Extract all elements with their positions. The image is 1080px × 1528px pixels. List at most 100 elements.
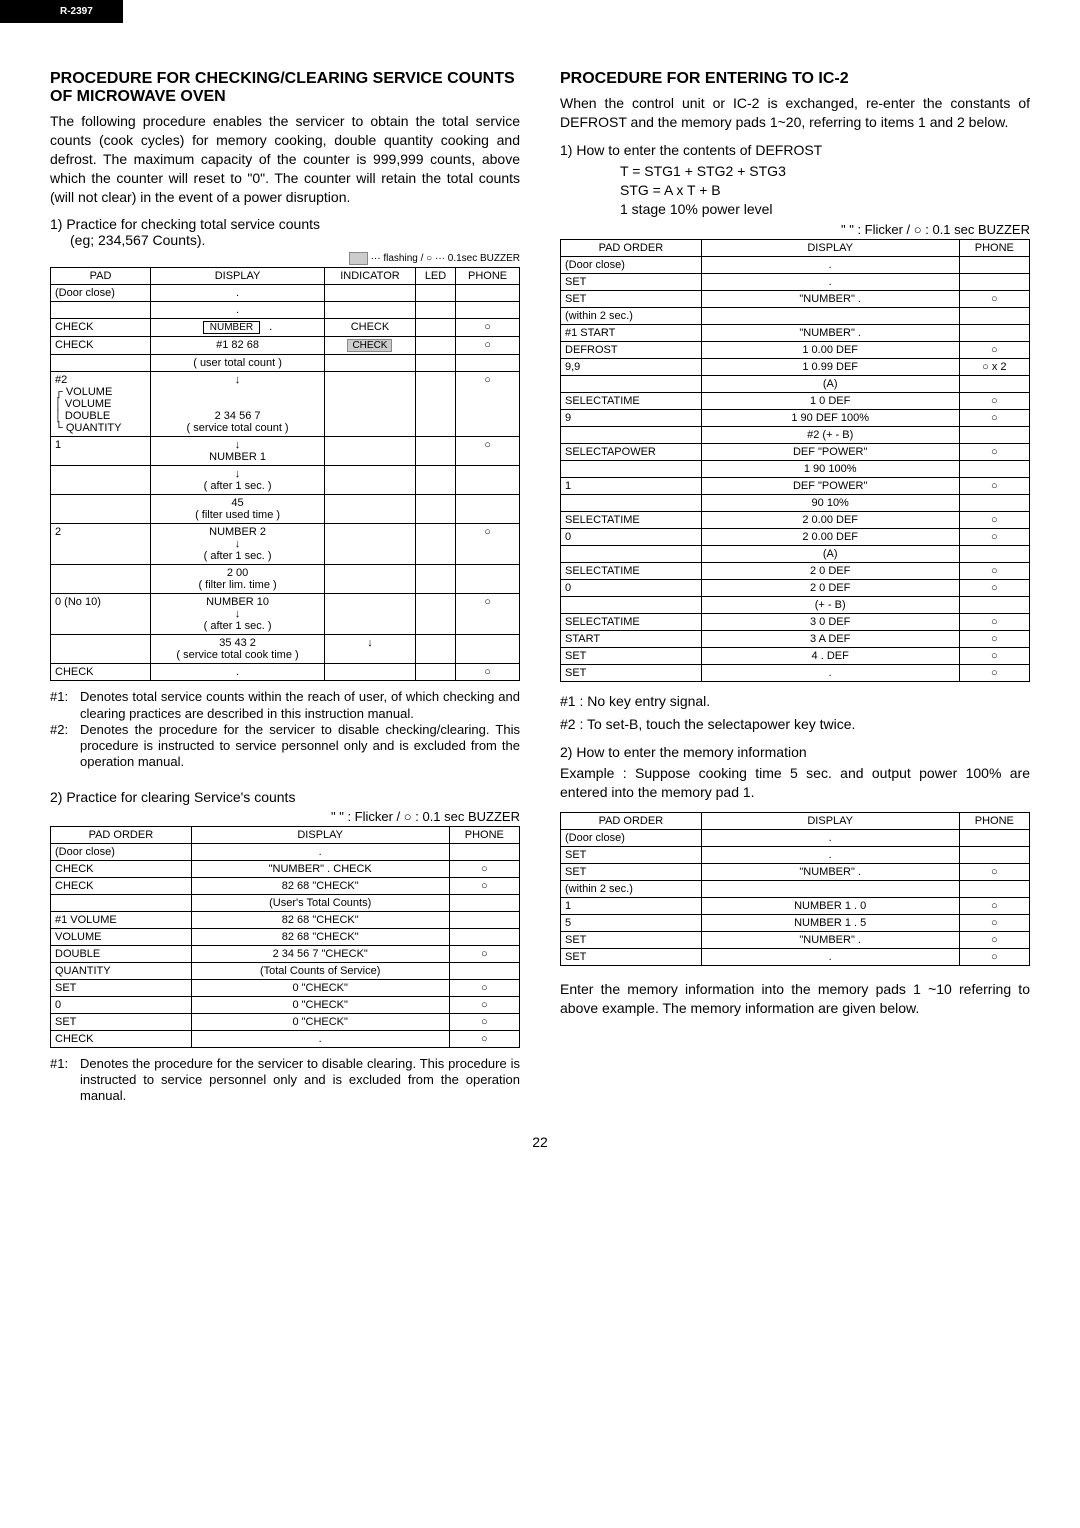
table-row: SET0 "CHECK"○ [51, 1013, 520, 1030]
td [561, 597, 702, 614]
td: 2 34 56 7 "CHECK" [191, 945, 449, 962]
table-row: DOUBLE2 34 56 7 "CHECK"○ [51, 945, 520, 962]
td: NUMBER 10 ↓ ( after 1 sec. ) [151, 594, 325, 635]
th: DISPLAY [191, 826, 449, 843]
th: DISPLAY [151, 268, 325, 285]
td: . [191, 1030, 449, 1047]
td [959, 376, 1029, 393]
td [701, 881, 959, 898]
td: 2 0 DEF [701, 563, 959, 580]
table-row: SELECTATIME2 0 DEF○ [561, 563, 1030, 580]
table-row: SET. [561, 274, 1030, 291]
td [959, 461, 1029, 478]
right-heading: PROCEDURE FOR ENTERING TO IC-2 [560, 70, 1030, 88]
td [325, 355, 416, 372]
table-row: QUANTITY(Total Counts of Service) [51, 962, 520, 979]
td: CHECK [51, 1030, 192, 1047]
td: ○ [449, 1013, 519, 1030]
td: ○ [456, 319, 520, 337]
right-step2-title: 2) How to enter the memory information [560, 744, 1030, 760]
td: ○ [449, 860, 519, 877]
model-tab: R-2397 [0, 0, 123, 23]
td: SELECTATIME [561, 512, 702, 529]
td: ○ [959, 665, 1029, 682]
td: ○ [456, 372, 520, 437]
td: ○ [959, 648, 1029, 665]
left-heading: PROCEDURE FOR CHECKING/CLEARING SERVICE … [50, 70, 520, 106]
table-row: (+ - B) [561, 597, 1030, 614]
td: SELECTAPOWER [561, 444, 702, 461]
td: #1 START [561, 325, 702, 342]
table-row: 1↓ NUMBER 1○ [51, 437, 520, 466]
td: SET [561, 274, 702, 291]
table-row: 0 (No 10)NUMBER 10 ↓ ( after 1 sec. ) ○ [51, 594, 520, 635]
td [449, 928, 519, 945]
td: ○ x 2 [959, 359, 1029, 376]
table-row: 2 00 ( filter lim. time ) [51, 565, 520, 594]
td [449, 911, 519, 928]
td: CHECK [325, 319, 416, 337]
td: 2 0.00 DEF [701, 529, 959, 546]
td [959, 427, 1029, 444]
td [959, 495, 1029, 512]
td [456, 285, 520, 302]
table-row: 90 10% [561, 495, 1030, 512]
td [959, 830, 1029, 847]
td: SET [51, 1013, 192, 1030]
td [959, 308, 1029, 325]
legend2: " " : Flicker / ○ : 0.1 sec BUZZER [50, 809, 520, 824]
table-row: SET0 "CHECK"○ [51, 979, 520, 996]
table-row: SELECTAPOWERDEF "POWER"○ [561, 444, 1030, 461]
legend1: ··· flashing / ○ ··· 0.1sec BUZZER [50, 252, 520, 265]
td: 82 68 "CHECK" [191, 928, 449, 945]
th: DISPLAY [701, 240, 959, 257]
td: 1 0.00 DEF [701, 342, 959, 359]
td: "NUMBER" . [701, 864, 959, 881]
td: ○ [456, 664, 520, 681]
td [959, 847, 1029, 864]
table-row: SELECTATIME1 0 DEF○ [561, 393, 1030, 410]
table-row: SELECTATIME3 0 DEF○ [561, 614, 1030, 631]
td: SET [561, 847, 702, 864]
td: ○ [456, 594, 520, 635]
td: ↓ [325, 635, 416, 664]
td: . [701, 847, 959, 864]
right-column: PROCEDURE FOR ENTERING TO IC-2 When the … [560, 70, 1030, 1104]
td [325, 466, 416, 495]
td: ○ [959, 631, 1029, 648]
table-row: CHECK#1 82 68CHECK○ [51, 337, 520, 355]
td [456, 302, 520, 319]
td: #1 VOLUME [51, 911, 192, 928]
td: ○ [959, 864, 1029, 881]
th: PAD ORDER [561, 240, 702, 257]
table-row: (within 2 sec.) [561, 308, 1030, 325]
td [456, 466, 520, 495]
td: SELECTATIME [561, 393, 702, 410]
td [415, 355, 455, 372]
td: 0 (No 10) [51, 594, 151, 635]
td: ○ [959, 529, 1029, 546]
td: ○ [959, 512, 1029, 529]
table-row: 1DEF "POWER"○ [561, 478, 1030, 495]
td: (within 2 sec.) [561, 881, 702, 898]
td: 0 "CHECK" [191, 1013, 449, 1030]
table-row: 9,91 0.99 DEF○ x 2 [561, 359, 1030, 376]
td [449, 843, 519, 860]
td [415, 337, 455, 355]
td: SELECTATIME [561, 563, 702, 580]
td [415, 466, 455, 495]
formula3: 1 stage 10% power level [620, 200, 1030, 219]
table-row: SET.○ [561, 665, 1030, 682]
note-tag: #2: [50, 722, 80, 771]
table-row: #1 VOLUME82 68 "CHECK" [51, 911, 520, 928]
table-left-2: PAD ORDERDISPLAYPHONE (Door close).CHECK… [50, 826, 520, 1048]
page-number: 22 [50, 1134, 1030, 1150]
td: DEFROST [561, 342, 702, 359]
th: PAD ORDER [561, 813, 702, 830]
td [449, 962, 519, 979]
td [561, 376, 702, 393]
td: #2 (+ - B) [701, 427, 959, 444]
td: 82 68 "CHECK" [191, 877, 449, 894]
note-tag: #1: [50, 689, 80, 722]
note-row: #1:Denotes the procedure for the service… [50, 1056, 520, 1105]
